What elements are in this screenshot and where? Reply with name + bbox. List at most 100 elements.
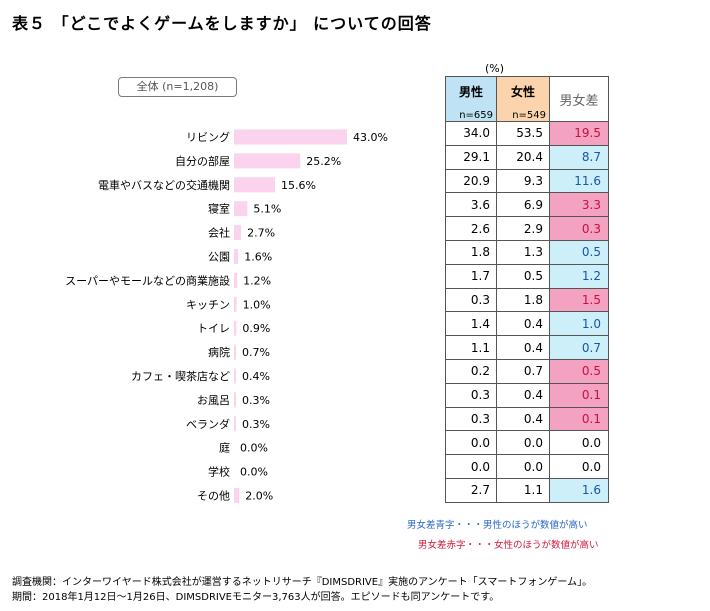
- bar: [234, 153, 301, 169]
- category-label: お風呂: [197, 394, 230, 407]
- category-label: 学校: [208, 465, 230, 479]
- female-value: 2.9: [496, 216, 550, 241]
- male-value: 0.0: [445, 430, 497, 456]
- table-row: 29.1 20.4 8.7: [445, 144, 609, 170]
- value-label: 2.7%: [247, 227, 275, 240]
- diff-value: 0.0: [549, 430, 609, 456]
- bar: [234, 249, 239, 264]
- female-value: 0.4: [496, 311, 550, 337]
- diff-value: 0.0: [549, 454, 609, 479]
- female-value: 0.4: [496, 406, 550, 432]
- table-row: 2.6 2.9 0.3: [445, 216, 609, 241]
- table-row: 1.1 0.4 0.7: [445, 335, 609, 360]
- category-label: 会社: [208, 226, 230, 240]
- table-row: 0.0 0.0 0.0: [445, 430, 609, 456]
- male-value: 1.1: [445, 335, 497, 360]
- total-label-box: 全体 (n=1,208): [118, 77, 237, 97]
- table-row: 0.0 0.0 0.0: [445, 454, 609, 479]
- male-value: 0.3: [445, 382, 497, 408]
- female-value: 0.4: [496, 382, 550, 408]
- category-label: その他: [197, 490, 230, 503]
- value-label: 5.1%: [253, 203, 281, 216]
- diff-value: 8.7: [549, 144, 609, 170]
- value-label: 15.6%: [281, 179, 316, 192]
- bar: [234, 201, 248, 217]
- diff-value: 0.1: [549, 382, 609, 408]
- footnote-source: 調査機関：インターワイヤード株式会社が運営するネットリサーチ『DIMSDRIVE…: [12, 577, 593, 588]
- table-row: 3.6 6.9 3.3: [445, 192, 609, 218]
- male-value: 0.2: [445, 358, 497, 384]
- category-label: リビング: [186, 130, 230, 144]
- bar: [234, 368, 236, 384]
- table-row: 0.3 1.8 1.5: [445, 287, 609, 313]
- male-value: 2.7: [445, 477, 497, 503]
- male-value: 2.6: [445, 216, 497, 241]
- female-value: 0.7: [496, 358, 550, 384]
- diff-value: 1.2: [549, 263, 609, 289]
- male-value: 0.3: [445, 406, 497, 432]
- category-label: 公園: [208, 251, 230, 264]
- table-row: 1.8 1.3 0.5: [445, 239, 609, 265]
- female-value: 1.1: [496, 477, 550, 503]
- bar: [234, 344, 236, 360]
- value-label: 2.0%: [245, 490, 273, 503]
- diff-value: 1.5: [549, 287, 609, 313]
- bar: [234, 392, 236, 408]
- female-value: 0.4: [496, 335, 550, 360]
- value-label: 1.6%: [244, 251, 272, 264]
- value-label: 0.4%: [242, 370, 270, 383]
- table-row: 34.0 53.5 19.5: [445, 121, 609, 146]
- diff-value: 0.7: [549, 335, 609, 360]
- male-value: 0.3: [445, 287, 497, 313]
- value-label: 0.9%: [242, 322, 270, 335]
- value-label: 0.7%: [242, 346, 270, 359]
- diff-value: 1.0: [549, 311, 609, 337]
- value-label: 0.0%: [240, 442, 268, 455]
- value-label: 0.3%: [242, 418, 270, 431]
- bar: [234, 296, 237, 312]
- diff-value: 0.5: [549, 358, 609, 384]
- male-value: 1.7: [445, 263, 497, 289]
- diff-value: 11.6: [549, 168, 609, 194]
- bar: [234, 129, 347, 145]
- category-label: スーパーやモールなどの商業施設: [65, 273, 230, 287]
- category-label: 病院: [208, 345, 230, 359]
- female-value: 1.8: [496, 287, 550, 313]
- female-value: 20.4: [496, 144, 550, 170]
- table-row: 20.9 9.3 11.6: [445, 168, 609, 194]
- bar: [234, 272, 238, 288]
- male-header: 男性 n=659: [445, 76, 497, 122]
- unit-label: (%): [485, 62, 505, 75]
- female-value: 1.3: [496, 239, 550, 265]
- diff-value: 0.5: [549, 239, 609, 265]
- category-label: 自分の部屋: [175, 154, 230, 168]
- category-label: キッチン: [186, 298, 230, 311]
- table-row: 1.7 0.5 1.2: [445, 263, 609, 289]
- category-label: ベランダ: [186, 417, 230, 431]
- diff-value: 3.3: [549, 192, 609, 218]
- male-value: 1.4: [445, 311, 497, 337]
- female-value: 0.5: [496, 263, 550, 289]
- bar: [234, 177, 275, 193]
- bar-chart: リビング 43.0% 自分の部屋 25.2% 電車やバスなどの交通機関 15.6% 寝室 5.…: [65, 129, 388, 503]
- diff-header: 男女差: [549, 76, 609, 122]
- female-value: 0.0: [496, 430, 550, 456]
- diff-value: 0.3: [549, 216, 609, 241]
- diff-value: 19.5: [549, 121, 609, 146]
- male-value: 34.0: [445, 121, 497, 146]
- legend-blue-note: 男女差青字・・・男性のほうが数値が高い: [407, 520, 588, 531]
- bar: [234, 225, 242, 241]
- footnote-period: 期間：2018年1月12日～1月26日、DIMSDRIVEモニター3,763人が…: [12, 592, 500, 603]
- female-value: 53.5: [496, 121, 550, 146]
- bar: [234, 416, 236, 432]
- male-value: 20.9: [445, 168, 497, 194]
- value-label: 1.2%: [243, 274, 271, 287]
- table-row: 0.3 0.4 0.1: [445, 382, 609, 408]
- diff-value: 1.6: [549, 477, 609, 503]
- value-label: 1.0%: [243, 298, 271, 311]
- table-row: 0.2 0.7 0.5: [445, 358, 609, 384]
- table-row: 1.4 0.4 1.0: [445, 311, 609, 337]
- category-label: 電車やバスなどの交通機関: [98, 178, 230, 192]
- bar: [234, 488, 240, 503]
- legend-red-note: 男女差赤字・・・女性のほうが数値が高い: [418, 540, 599, 551]
